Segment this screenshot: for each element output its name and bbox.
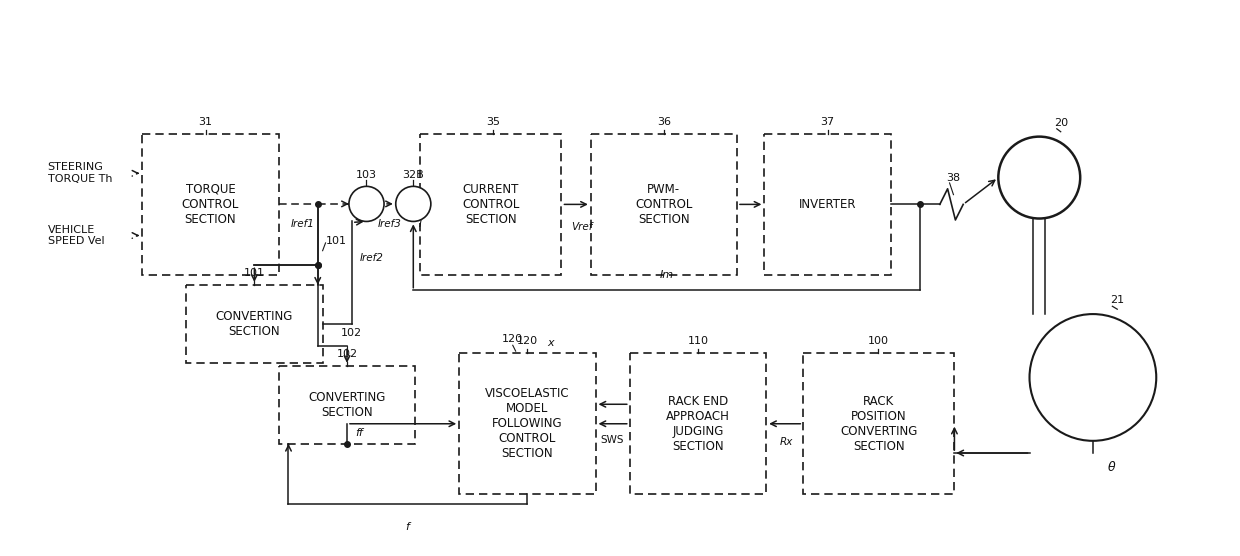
FancyBboxPatch shape xyxy=(420,133,562,275)
Text: VEHICLE
SPEED Vel: VEHICLE SPEED Vel xyxy=(47,225,104,246)
Text: 35: 35 xyxy=(486,117,500,127)
Text: x: x xyxy=(547,339,553,348)
FancyBboxPatch shape xyxy=(590,133,737,275)
Text: f: f xyxy=(405,522,409,532)
Text: θ: θ xyxy=(1107,461,1115,474)
Text: 103: 103 xyxy=(356,170,377,180)
Text: Im: Im xyxy=(660,270,673,280)
Text: I: I xyxy=(419,219,422,229)
Text: ff: ff xyxy=(355,428,362,438)
FancyBboxPatch shape xyxy=(459,353,595,494)
FancyBboxPatch shape xyxy=(186,285,322,363)
Text: 38: 38 xyxy=(946,173,961,183)
Text: M: M xyxy=(1029,168,1049,187)
Text: ROTATIONAL
ANGLE
SENSOR: ROTATIONAL ANGLE SENSOR xyxy=(1060,361,1126,394)
Text: 20: 20 xyxy=(1054,118,1068,128)
Text: -: - xyxy=(414,191,418,201)
FancyBboxPatch shape xyxy=(279,366,415,444)
Circle shape xyxy=(1029,314,1156,441)
Text: INVERTER: INVERTER xyxy=(799,198,857,211)
Text: 120: 120 xyxy=(502,334,523,344)
Text: SWS: SWS xyxy=(600,435,624,445)
Text: 37: 37 xyxy=(821,117,835,127)
FancyBboxPatch shape xyxy=(143,133,279,275)
FancyBboxPatch shape xyxy=(764,133,892,275)
Text: Vref: Vref xyxy=(572,222,593,232)
Text: Iref2: Iref2 xyxy=(360,254,383,264)
Text: PWM-
CONTROL
SECTION: PWM- CONTROL SECTION xyxy=(635,183,693,226)
Text: 32B: 32B xyxy=(403,170,424,180)
Text: 110: 110 xyxy=(687,336,708,346)
Text: Rx: Rx xyxy=(780,438,794,448)
Text: TORQUE
CONTROL
SECTION: TORQUE CONTROL SECTION xyxy=(182,183,239,226)
FancyBboxPatch shape xyxy=(630,353,766,494)
Text: RACK
POSITION
CONVERTING
SECTION: RACK POSITION CONVERTING SECTION xyxy=(841,395,918,453)
Text: +: + xyxy=(401,201,410,211)
Text: Iref3: Iref3 xyxy=(378,219,402,229)
Text: 100: 100 xyxy=(868,336,889,346)
FancyBboxPatch shape xyxy=(804,353,955,494)
Text: +: + xyxy=(365,191,373,201)
Text: 36: 36 xyxy=(657,117,671,127)
Text: STEERING
TORQUE Th: STEERING TORQUE Th xyxy=(47,162,112,184)
Text: VISCOELASTIC
MODEL
FOLLOWING
CONTROL
SECTION: VISCOELASTIC MODEL FOLLOWING CONTROL SEC… xyxy=(485,388,569,460)
Text: 120: 120 xyxy=(517,336,538,346)
Text: CURRENT
CONTROL
SECTION: CURRENT CONTROL SECTION xyxy=(463,183,520,226)
Text: 21: 21 xyxy=(1110,295,1125,305)
Text: RACK END
APPROACH
JUDGING
SECTION: RACK END APPROACH JUDGING SECTION xyxy=(666,395,730,453)
Circle shape xyxy=(396,186,430,221)
Text: +: + xyxy=(353,201,363,211)
Text: 102: 102 xyxy=(336,349,357,359)
Text: 101: 101 xyxy=(326,236,346,246)
Text: Iref1: Iref1 xyxy=(291,219,315,229)
Circle shape xyxy=(998,137,1080,219)
Text: CONVERTING
SECTION: CONVERTING SECTION xyxy=(309,391,386,419)
Text: 102: 102 xyxy=(341,329,362,339)
Text: 31: 31 xyxy=(198,117,212,127)
Circle shape xyxy=(348,186,384,221)
Text: CONVERTING
SECTION: CONVERTING SECTION xyxy=(216,310,293,338)
Text: 101: 101 xyxy=(244,268,265,278)
